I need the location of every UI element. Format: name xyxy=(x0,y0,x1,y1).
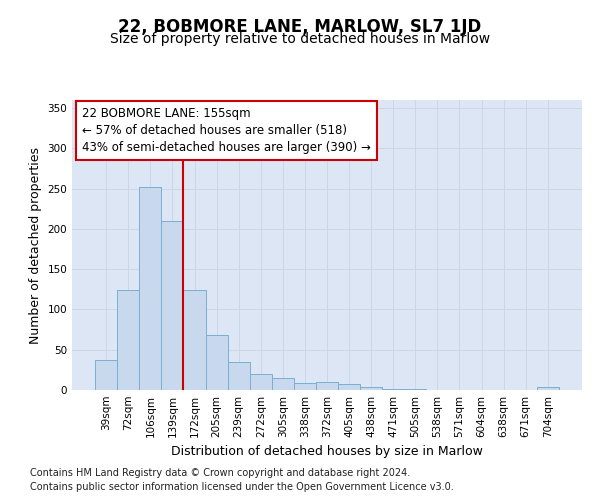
Bar xyxy=(184,290,206,390)
Text: Contains public sector information licensed under the Open Government Licence v3: Contains public sector information licen… xyxy=(30,482,454,492)
X-axis label: Distribution of detached houses by size in Marlow: Distribution of detached houses by size … xyxy=(171,446,483,458)
Bar xyxy=(382,389,404,390)
Bar xyxy=(227,362,250,390)
Y-axis label: Number of detached properties: Number of detached properties xyxy=(29,146,42,344)
Bar xyxy=(117,290,139,390)
Bar xyxy=(95,360,117,390)
Text: 22 BOBMORE LANE: 155sqm
← 57% of detached houses are smaller (518)
43% of semi-d: 22 BOBMORE LANE: 155sqm ← 57% of detache… xyxy=(82,108,371,154)
Bar xyxy=(272,378,294,390)
Text: Contains HM Land Registry data © Crown copyright and database right 2024.: Contains HM Land Registry data © Crown c… xyxy=(30,468,410,477)
Bar xyxy=(537,387,559,390)
Bar xyxy=(316,382,338,390)
Bar xyxy=(294,383,316,390)
Bar xyxy=(250,374,272,390)
Bar xyxy=(404,389,427,390)
Text: Size of property relative to detached houses in Marlow: Size of property relative to detached ho… xyxy=(110,32,490,46)
Text: 22, BOBMORE LANE, MARLOW, SL7 1JD: 22, BOBMORE LANE, MARLOW, SL7 1JD xyxy=(118,18,482,36)
Bar xyxy=(161,221,184,390)
Bar xyxy=(338,384,360,390)
Bar xyxy=(139,187,161,390)
Bar xyxy=(206,335,227,390)
Bar xyxy=(360,387,382,390)
